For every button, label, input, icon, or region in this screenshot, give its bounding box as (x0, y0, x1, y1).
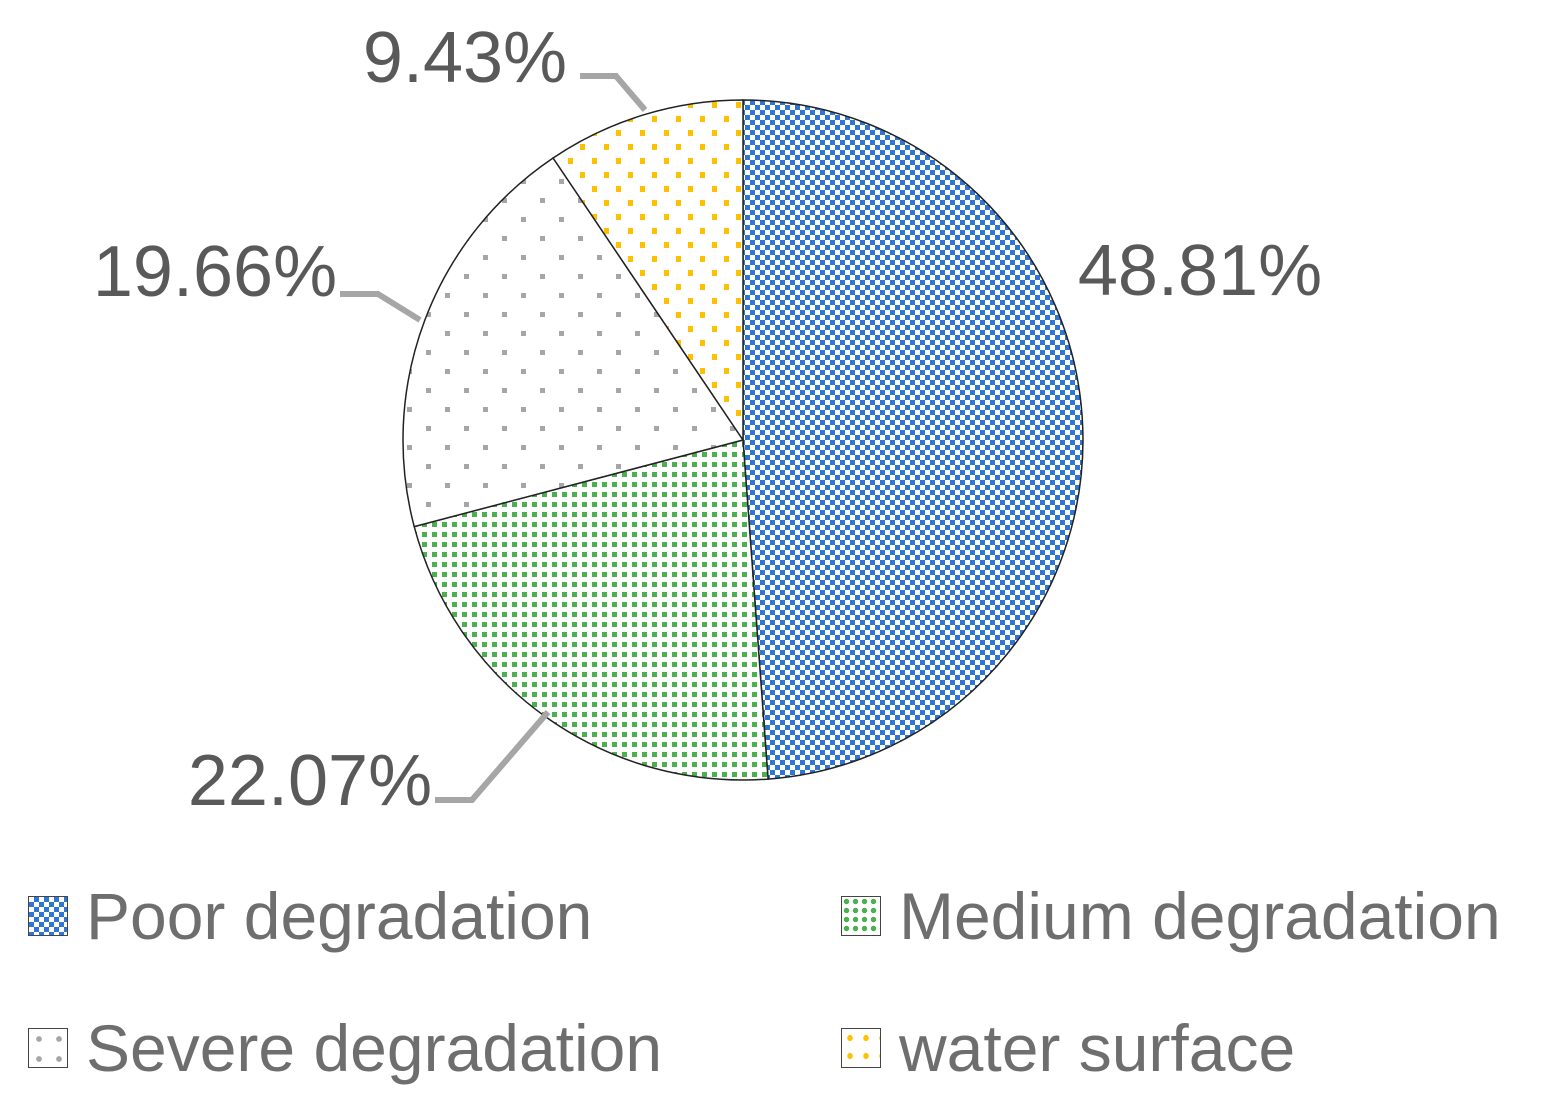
legend-label-water: water surface (899, 1011, 1296, 1085)
legend-item-poor-degradation: Poor degradation (28, 866, 592, 966)
data-label-severe: 19.66% (93, 232, 337, 312)
leader-line-water (580, 73, 648, 112)
leader-line-medium (435, 710, 551, 803)
pie-slice-severe (402, 156, 745, 528)
legend-item-severe-degradation: Severe degradation (28, 998, 662, 1098)
pie-slice-water (552, 99, 744, 443)
leader-line-severe (340, 291, 422, 323)
legend-swatch-water-icon (841, 1028, 881, 1068)
data-label-poor: 48.81% (1078, 231, 1322, 311)
legend-swatch-medium-icon (841, 896, 881, 936)
legend-label-poor: Poor degradation (86, 879, 593, 953)
pie-slice-poor (742, 99, 1084, 780)
legend: Poor degradation Medium degradation Seve… (0, 860, 1564, 1097)
data-label-medium: 22.07% (188, 741, 432, 821)
legend-label-medium: Medium degradation (899, 879, 1501, 953)
legend-item-water-surface: water surface (841, 998, 1295, 1098)
legend-item-medium-degradation: Medium degradation (841, 866, 1501, 966)
legend-swatch-poor-icon (28, 896, 68, 936)
data-label-water: 9.43% (363, 18, 567, 98)
pie-chart: 48.81% 22.07% 19.66% 9.43% (93, 18, 1322, 821)
legend-swatch-severe-icon (28, 1028, 68, 1068)
legend-label-severe: Severe degradation (86, 1011, 663, 1085)
